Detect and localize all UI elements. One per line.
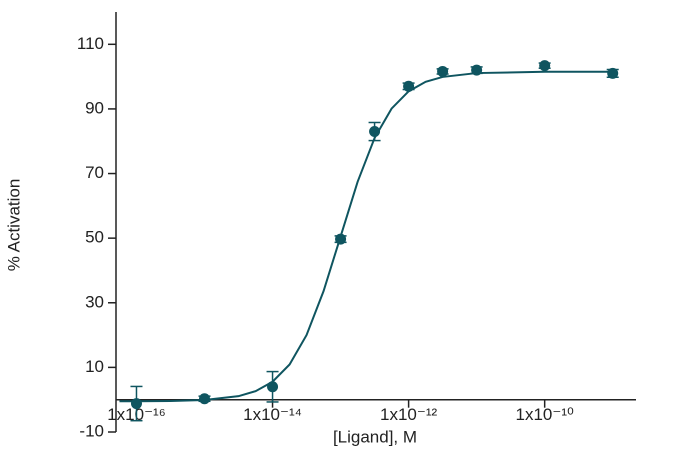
y-tick-label: 90 [85,98,104,117]
x-axis-title: [Ligand], M [333,427,417,446]
data-point [607,67,619,79]
data-point [369,126,381,138]
x-tick-label: 1x10⁻¹⁴ [243,405,302,424]
y-tick-label: 10 [85,357,104,376]
y-tick-label: 30 [85,292,104,311]
data-point [267,381,279,393]
data-point [199,393,211,405]
y-tick-label: 50 [85,228,104,247]
data-point [539,60,551,72]
data-point [130,398,142,410]
data-point [437,65,449,77]
y-tick-label: 70 [85,163,104,182]
x-tick-label: 1x10⁻¹⁰ [516,405,574,424]
data-point [403,80,415,92]
data-point [335,233,347,245]
y-tick-label: 110 [77,34,104,53]
fit-curve [119,70,613,403]
y-axis-title: % Activation [4,179,23,272]
y-tick-label: -10 [79,421,104,440]
data-point [471,64,483,76]
x-tick-label: 1x10⁻¹² [380,405,437,424]
